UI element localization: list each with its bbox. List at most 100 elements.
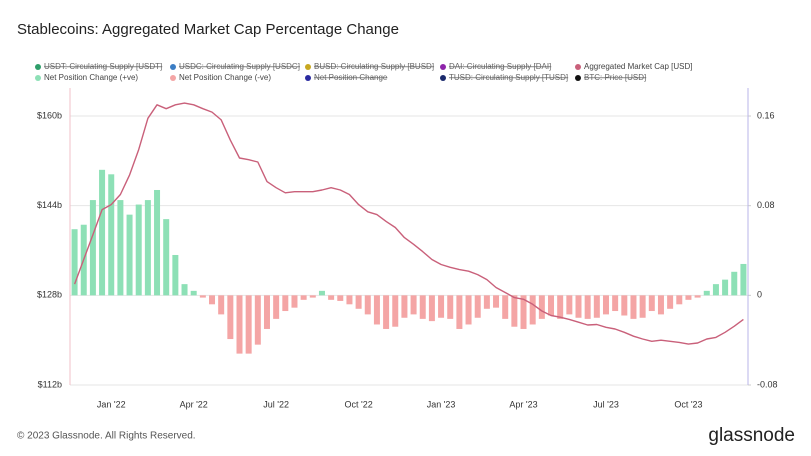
legend-marker[interactable] [305,64,311,70]
bar [493,295,500,308]
bar [630,295,637,319]
bar [373,295,380,325]
bar [364,295,371,315]
legend-label[interactable]: Net Position Change (-ve) [179,73,271,82]
x-tick-label: Jan '23 [427,399,456,409]
y-tick-label: $128b [37,290,62,300]
legend-marker[interactable] [575,64,581,70]
bar [300,295,307,300]
x-tick-label: Apr '22 [180,399,208,409]
bar [99,169,106,296]
bar [401,295,408,318]
bar [483,295,490,309]
bar [593,295,600,318]
bar [309,295,316,298]
bar [511,295,518,327]
legend-marker[interactable] [575,75,581,81]
bar [676,295,683,305]
bar [291,295,298,308]
brand-logo: glassnode [708,425,795,446]
legend-label[interactable]: DAI: Circulating Supply [DAI] [449,62,551,71]
bar [117,200,124,296]
bar [282,295,289,312]
bar [667,295,674,309]
bar [355,295,362,309]
bar [273,295,280,319]
bar [657,295,664,315]
bar [144,200,151,296]
legend-marker[interactable] [440,75,446,81]
bar [740,263,747,296]
legend-label[interactable]: Net Position Change (+ve) [44,73,138,82]
bar [154,189,161,296]
bar [502,295,509,319]
bar [135,204,142,296]
bar [89,200,96,296]
legend-label[interactable]: USDC: Circulating Supply [USDC] [179,62,300,71]
bar [474,295,481,318]
bar [71,229,78,296]
y2-tick-label: -0.08 [757,379,778,389]
bar [108,174,115,296]
legend-marker[interactable] [170,75,176,81]
bar [209,295,216,305]
legend-label[interactable]: BUSD: Circulating Supply [BUSD] [314,62,434,71]
bar [318,290,325,296]
bar [236,295,243,354]
bar [419,295,426,319]
bar [621,295,628,316]
legend-label[interactable]: BTC: Price [USD] [584,73,646,82]
legend-marker[interactable] [170,64,176,70]
y-tick-label: $160b [37,110,62,120]
bar [566,295,573,315]
bar [694,295,701,298]
bar [254,295,261,345]
bar [602,295,609,315]
bar [181,284,188,296]
bar [548,295,555,316]
copyright: © 2023 Glassnode. All Rights Reserved. [17,431,196,442]
bar [612,295,619,312]
legend-label[interactable]: Aggregated Market Cap [USD] [584,62,693,71]
bar [557,295,564,319]
legend-label[interactable]: TUSD: Circulating Supply [TUSD] [449,73,568,82]
x-tick-label: Jan '22 [97,399,126,409]
legend-marker[interactable] [305,75,311,81]
bar [538,295,545,319]
bar [529,295,536,325]
y-tick-label: $144b [37,200,62,210]
bar [639,295,646,318]
bar [438,295,445,318]
line [73,102,744,345]
x-tick-label: Jul '22 [263,399,289,409]
y2-tick-label: 0.08 [757,200,775,210]
y2-tick-label: 0.16 [757,110,775,120]
legend-label[interactable]: USDT: Circulating Supply [USDT] [44,62,162,71]
bar [163,219,170,296]
legend-marker[interactable] [440,64,446,70]
bar [465,295,472,325]
bar [731,271,738,296]
bar [328,295,335,300]
bar [447,295,454,319]
bar [199,295,206,298]
bar [410,295,417,315]
legend-label[interactable]: Net Position Change [314,73,388,82]
bar [383,295,390,329]
bar [648,295,655,312]
bar [346,295,353,305]
x-tick-label: Jul '23 [593,399,619,409]
bar [685,295,692,300]
bar [520,295,527,329]
bar [172,254,179,296]
bar [337,295,344,301]
legend-marker[interactable] [35,64,41,70]
y2-tick-label: 0 [757,290,762,300]
legend-marker[interactable] [35,75,41,81]
bar [245,295,252,354]
bar [712,284,719,296]
bar [703,290,710,296]
bar [126,214,133,296]
